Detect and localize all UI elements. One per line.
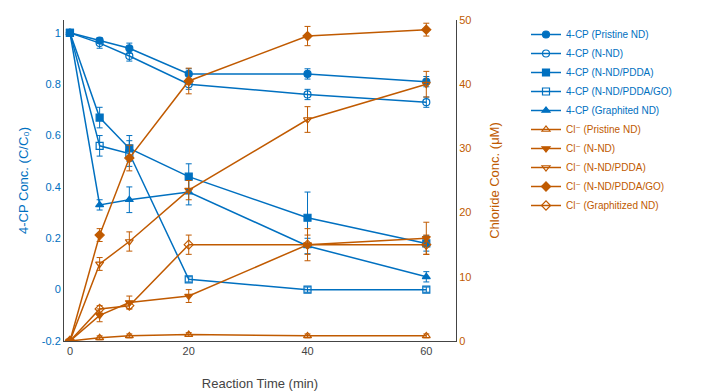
svg-text:Cl⁻ (Graphitized ND): Cl⁻ (Graphitized ND) [566,200,659,211]
svg-text:Cl⁻ (Pristine ND): Cl⁻ (Pristine ND) [566,124,641,135]
svg-text:20: 20 [183,345,195,357]
svg-text:4-CP (N-ND): 4-CP (N-ND) [566,48,623,59]
svg-text:4-CP (N-ND/PDDA): 4-CP (N-ND/PDDA) [566,67,654,78]
svg-text:20: 20 [459,206,471,218]
svg-text:0.4: 0.4 [46,181,61,193]
svg-text:0: 0 [55,283,61,295]
svg-text:40: 40 [301,345,313,357]
svg-text:4-CP (Graphited ND): 4-CP (Graphited ND) [566,105,659,116]
svg-text:1: 1 [55,27,61,39]
svg-text:Cl⁻ (N-ND/PDDA/GO): Cl⁻ (N-ND/PDDA/GO) [566,181,664,192]
svg-text:4-CP (N-ND/PDDA/GO): 4-CP (N-ND/PDDA/GO) [566,86,672,97]
svg-text:0.8: 0.8 [46,78,61,90]
svg-text:30: 30 [459,142,471,154]
svg-text:40: 40 [459,78,471,90]
svg-text:0: 0 [459,335,465,347]
svg-text:50: 50 [459,14,471,26]
svg-text:0.2: 0.2 [46,232,61,244]
svg-text:0.6: 0.6 [46,129,61,141]
svg-text:-0.2: -0.2 [42,335,61,347]
svg-text:4-CP (Pristine ND): 4-CP (Pristine ND) [566,29,649,40]
svg-text:4-CP Conc. (C/C₀): 4-CP Conc. (C/C₀) [16,127,31,234]
svg-text:Reaction Time (min): Reaction Time (min) [202,376,318,391]
svg-text:Chloride Conc. (μM): Chloride Conc. (μM) [487,122,502,239]
svg-text:0: 0 [67,345,73,357]
svg-text:Cl⁻ (N-ND/PDDA): Cl⁻ (N-ND/PDDA) [566,162,646,173]
svg-text:60: 60 [420,345,432,357]
svg-text:Cl⁻ (N-ND): Cl⁻ (N-ND) [566,143,615,154]
svg-text:10: 10 [459,271,471,283]
